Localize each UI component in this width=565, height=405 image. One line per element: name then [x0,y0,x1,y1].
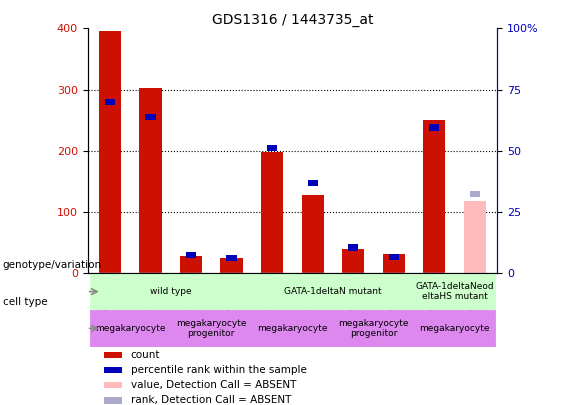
Bar [90,310,171,347]
Bar [423,120,445,273]
Bar [180,256,202,273]
Text: genotype/variation: genotype/variation [3,260,102,270]
Bar [267,145,277,151]
Bar [105,99,115,105]
Bar [307,180,318,186]
Bar [383,254,405,273]
Bar [140,88,162,273]
Bar [333,310,414,347]
Text: megakaryocyte: megakaryocyte [419,324,490,333]
Bar [104,397,123,404]
Bar [414,310,495,347]
Bar [220,258,243,273]
Bar [145,114,155,120]
Bar [99,32,121,273]
Text: megakaryocyte
progenitor: megakaryocyte progenitor [338,319,408,338]
Bar [342,249,364,273]
Bar [104,367,123,373]
Bar [348,245,358,251]
Bar [90,273,252,310]
Text: GATA-1deltaNeod
eltaHS mutant: GATA-1deltaNeod eltaHS mutant [415,282,494,301]
Text: cell type: cell type [3,297,47,307]
Text: percentile rank within the sample: percentile rank within the sample [131,365,306,375]
Bar [171,310,252,347]
Text: megakaryocyte
progenitor: megakaryocyte progenitor [176,319,246,338]
Bar [464,201,486,273]
Text: value, Detection Call = ABSENT: value, Detection Call = ABSENT [131,380,296,390]
Text: megakaryocyte: megakaryocyte [95,324,166,333]
Bar [227,255,237,261]
Bar [389,254,399,260]
Bar [261,152,283,273]
Bar [104,382,123,388]
Bar [186,252,196,258]
Title: GDS1316 / 1443735_at: GDS1316 / 1443735_at [212,13,373,27]
Text: GATA-1deltaN mutant: GATA-1deltaN mutant [284,287,382,296]
Bar [252,310,333,347]
Bar [414,273,495,310]
Text: count: count [131,350,160,360]
Bar [302,195,324,273]
Text: wild type: wild type [150,287,192,296]
Bar [104,352,123,358]
Text: megakaryocyte: megakaryocyte [257,324,328,333]
Text: rank, Detection Call = ABSENT: rank, Detection Call = ABSENT [131,395,291,405]
Bar [252,273,414,310]
Bar [470,191,480,197]
Bar [429,124,440,130]
